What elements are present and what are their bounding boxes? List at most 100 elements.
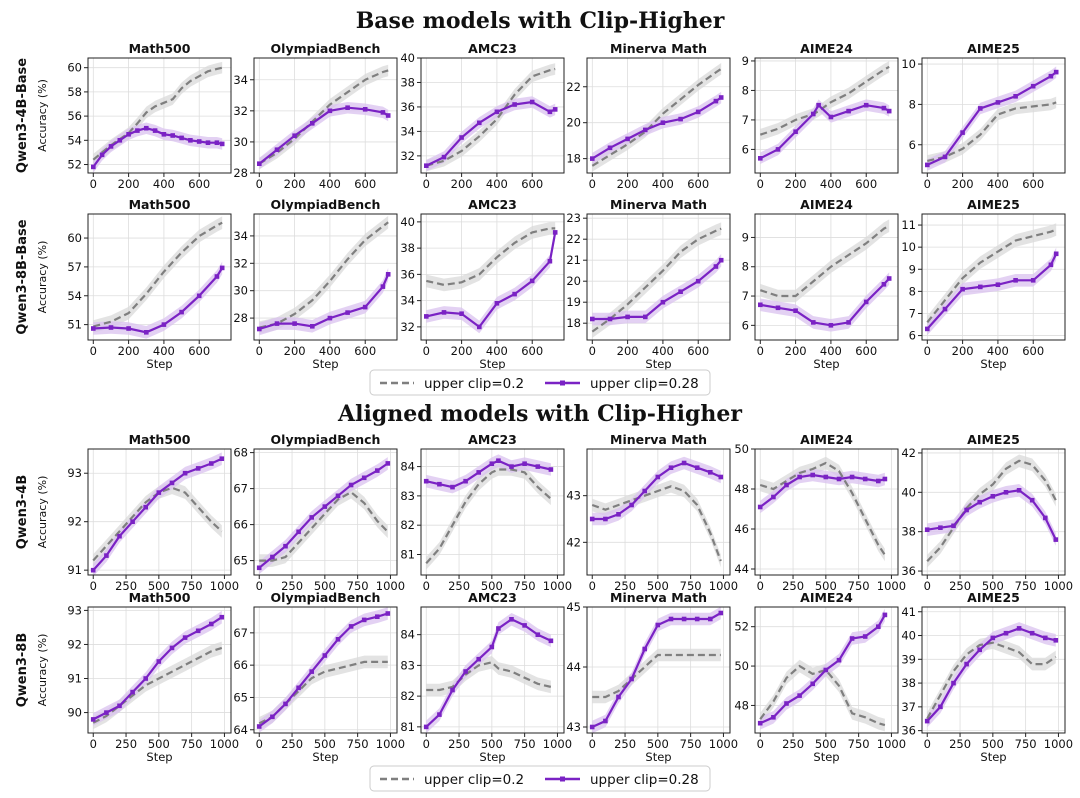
x-tick-label: 0 xyxy=(256,579,263,593)
series-line-clip-0.2 xyxy=(759,461,886,556)
data-point-clip-0.28 xyxy=(214,140,220,145)
plot-frame xyxy=(586,448,731,576)
data-point-clip-0.28 xyxy=(362,304,368,310)
data-point-clip-0.28 xyxy=(535,464,541,469)
y-tick-label: 32 xyxy=(233,104,248,118)
data-point-clip-0.28 xyxy=(104,553,109,558)
x-tick-label: 250 xyxy=(949,579,971,593)
data-point-clip-0.28 xyxy=(960,130,965,135)
data-point-clip-0.28 xyxy=(642,646,647,652)
y-tick-label: 7 xyxy=(742,113,749,127)
panel-aime24: AIME24 6 7 8 9 0 200 400 600 Step xyxy=(742,197,899,371)
x-tick-label: 750 xyxy=(347,579,369,593)
y-tick-label: 60 xyxy=(67,231,82,245)
data-point-clip-0.28 xyxy=(771,715,776,720)
y-tick-label: 82 xyxy=(400,689,415,703)
data-point-clip-0.28 xyxy=(1030,83,1036,89)
data-point-clip-0.28 xyxy=(441,154,447,160)
y-tick-label: 81 xyxy=(400,720,415,734)
data-point-clip-0.28 xyxy=(862,476,868,482)
data-point-clip-0.28 xyxy=(179,309,184,315)
y-tick-label: 38 xyxy=(400,241,415,255)
data-point-clip-0.28 xyxy=(274,321,280,326)
data-point-clip-0.28 xyxy=(589,724,595,730)
data-point-clip-0.28 xyxy=(1003,490,1009,495)
panel-title: Minerva Math xyxy=(610,432,707,447)
x-tick-label: 600 xyxy=(188,177,210,191)
panel-title: AIME25 xyxy=(967,432,1020,447)
x-tick-label: 500 xyxy=(481,579,503,593)
data-point-clip-0.28 xyxy=(322,653,328,658)
x-tick-label: 0 xyxy=(90,737,97,751)
data-point-clip-0.28 xyxy=(629,502,634,508)
data-point-clip-0.28 xyxy=(195,628,201,634)
data-point-clip-0.28 xyxy=(257,326,262,332)
band-clip-0.2 xyxy=(426,222,556,292)
legend-marker-clip-0.28 xyxy=(560,380,565,386)
data-point-clip-0.28 xyxy=(810,472,815,478)
y-tick-label: 56 xyxy=(67,109,82,123)
x-tick-label: 0 xyxy=(924,344,931,358)
data-point-clip-0.28 xyxy=(616,694,621,700)
x-tick-label: 1000 xyxy=(709,737,738,751)
data-point-clip-0.28 xyxy=(990,635,996,641)
band-clip-0.2 xyxy=(259,485,388,567)
y-tick-label: 34 xyxy=(400,294,415,308)
plot-frame xyxy=(921,606,1066,734)
band-clip-0.28 xyxy=(93,610,222,726)
series-line-clip-0.2 xyxy=(926,459,1057,562)
x-tick-label: 1000 xyxy=(1044,737,1073,751)
panel-minerva-math: Minerva Math 18 20 22 0 200 400 600 xyxy=(566,41,731,191)
x-axis-label: Step xyxy=(146,750,172,764)
band-clip-0.28 xyxy=(592,253,722,326)
x-tick-label: 250 xyxy=(949,737,971,751)
x-tick-label: 400 xyxy=(153,344,175,358)
x-tick-label: 400 xyxy=(652,344,674,358)
data-point-clip-0.28 xyxy=(361,617,367,623)
data-point-clip-0.28 xyxy=(849,474,855,480)
data-point-clip-0.28 xyxy=(296,529,301,535)
panel-aime24: AIME24 48 50 52 0 250 500 750 1000 Step xyxy=(734,590,906,764)
y-tick-label: 6 xyxy=(909,138,916,152)
x-tick-label: 250 xyxy=(614,579,636,593)
data-point-clip-0.28 xyxy=(863,102,869,108)
data-point-clip-0.28 xyxy=(256,565,262,571)
data-point-clip-0.28 xyxy=(108,144,114,149)
data-point-clip-0.28 xyxy=(881,282,887,287)
row-label: Qwen3-8B xyxy=(15,633,30,708)
data-point-clip-0.28 xyxy=(668,616,674,622)
y-tick-label: 90 xyxy=(67,706,82,720)
x-tick-label: 0 xyxy=(757,579,764,593)
series-line-clip-0.2 xyxy=(926,228,1057,323)
plot-frame xyxy=(420,213,565,341)
data-point-clip-0.28 xyxy=(603,516,608,522)
panel-olympiadbench: OlympiadBench 28 30 32 34 0 200 400 600 Step xyxy=(233,197,398,371)
panel-title: AIME24 xyxy=(800,41,853,56)
plot-frame xyxy=(754,606,899,734)
data-point-clip-0.28 xyxy=(489,461,495,466)
y-tick-label: 92 xyxy=(67,637,82,651)
data-point-clip-0.28 xyxy=(361,475,367,481)
plot-frame xyxy=(754,57,899,174)
data-point-clip-0.28 xyxy=(335,637,341,642)
plot-frame xyxy=(253,213,398,341)
x-tick-label: 200 xyxy=(952,344,974,358)
x-tick-label: 0 xyxy=(423,344,430,358)
data-point-clip-0.28 xyxy=(548,638,554,644)
series-line-clip-0.2 xyxy=(927,101,1057,162)
data-point-clip-0.28 xyxy=(1053,638,1059,643)
data-point-clip-0.28 xyxy=(1003,630,1009,636)
y-tick-label: 34 xyxy=(233,229,248,243)
y-tick-label: 40 xyxy=(400,51,415,65)
panel-olympiadbench: OlympiadBench 65 66 67 68 0 250 500 750 1000 xyxy=(233,432,405,593)
series-line-clip-0.2 xyxy=(258,69,389,165)
panel-title: AIME24 xyxy=(800,432,853,447)
data-point-clip-0.28 xyxy=(881,105,887,111)
x-tick-label: 0 xyxy=(256,177,263,191)
y-tick-label: 42 xyxy=(901,446,916,460)
x-tick-label: 0 xyxy=(423,579,430,593)
data-point-clip-0.28 xyxy=(117,533,122,539)
band-clip-0.28 xyxy=(592,456,721,526)
y-tick-label: 38 xyxy=(901,676,916,690)
